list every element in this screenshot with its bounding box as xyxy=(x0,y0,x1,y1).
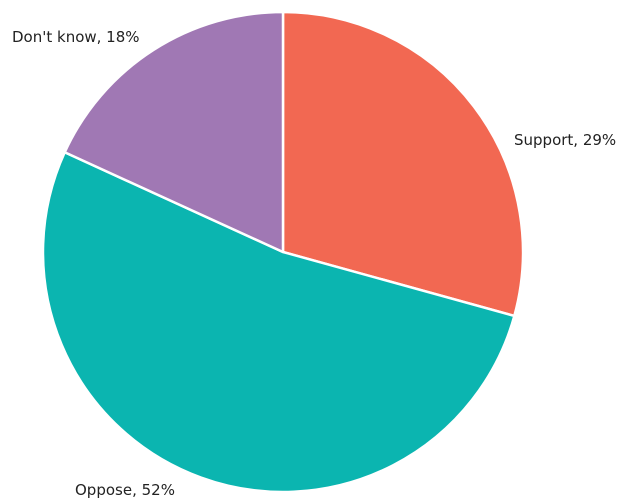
slice-label-oppose: Oppose, 52% xyxy=(75,481,175,499)
pie-slice-support xyxy=(281,10,525,318)
slice-label-don-t-know: Don't know, 18% xyxy=(12,28,140,46)
pie-slice-don-t-know xyxy=(63,10,285,254)
labels-layer: Support, 29% Oppose, 52% Don't know, 18% xyxy=(12,28,616,499)
slices-layer xyxy=(41,10,525,494)
pie-slice-oppose xyxy=(41,151,516,494)
slice-label-support: Support, 29% xyxy=(514,131,616,149)
